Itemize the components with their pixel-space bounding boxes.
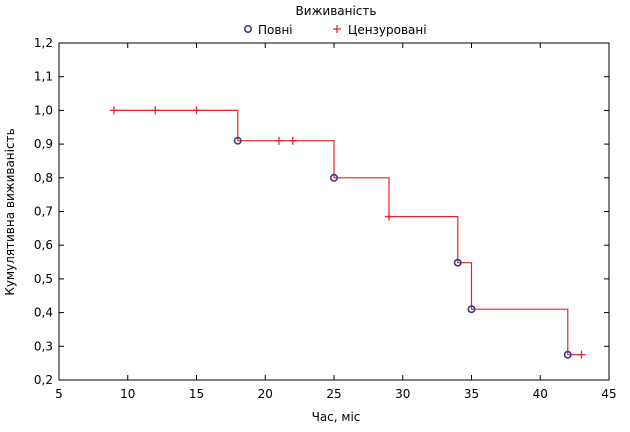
x-tick-label-2: 15: [189, 387, 204, 401]
complete-point-0: [233, 136, 242, 145]
x-tick-label-0: 5: [55, 387, 63, 401]
y-tick-label-9: 1,1: [34, 70, 53, 84]
y-axis-title: Кумулятивна виживаність: [3, 128, 17, 295]
complete-point-3: [467, 305, 476, 314]
y-tick-label-8: 1,0: [34, 103, 53, 117]
x-axis-title: Час, міс: [312, 410, 361, 424]
legend-circle-icon: [244, 24, 253, 33]
y-tick-label-6: 0,8: [34, 171, 53, 185]
legend-title: Виживаність: [296, 4, 377, 18]
plot-frame: [58, 42, 610, 381]
y-tick-label-2: 0,4: [34, 306, 53, 320]
x-tick-label-3: 20: [258, 387, 273, 401]
legend-label-censored: Цензуровані: [348, 23, 427, 37]
x-tick-label-5: 30: [395, 387, 410, 401]
legend-plus-icon: [333, 25, 341, 33]
censored-point-1: [151, 106, 160, 115]
censored-point-0: [110, 106, 118, 115]
y-tick-label-5: 0,7: [34, 205, 53, 219]
y-tick-label-10: 1,2: [34, 36, 53, 50]
axes: 5 10 15 20 25 30 35 40 45 0,2 0,3 0,4 0,5 0,6 0,7 0,8 0,…: [34, 36, 617, 401]
x-tick-label-8: 45: [601, 387, 616, 401]
x-tick-label-7: 40: [533, 387, 548, 401]
censored-point-4: [288, 136, 297, 145]
complete-point-2: [453, 258, 462, 267]
x-tick-label-1: 10: [120, 387, 135, 401]
y-tick-label-3: 0,5: [34, 272, 53, 286]
step-line: [114, 109, 582, 356]
censored-point-5: [385, 212, 393, 221]
y-tick-label-1: 0,3: [34, 339, 53, 353]
y-tick-label-4: 0,6: [34, 238, 53, 252]
complete-point-1: [329, 173, 338, 182]
y-tick-label-7: 0,9: [34, 137, 53, 151]
censored-point-3: [275, 136, 283, 145]
censored-point-2: [192, 106, 201, 115]
legend-label-complete: Повні: [258, 23, 293, 37]
complete-point-4: [563, 350, 572, 359]
censored-point-6: [577, 350, 586, 359]
plot-area: [110, 106, 586, 359]
x-tick-label-6: 35: [464, 387, 479, 401]
x-tick-label-4: 25: [326, 387, 341, 401]
y-tick-label-0: 0,2: [34, 373, 53, 387]
